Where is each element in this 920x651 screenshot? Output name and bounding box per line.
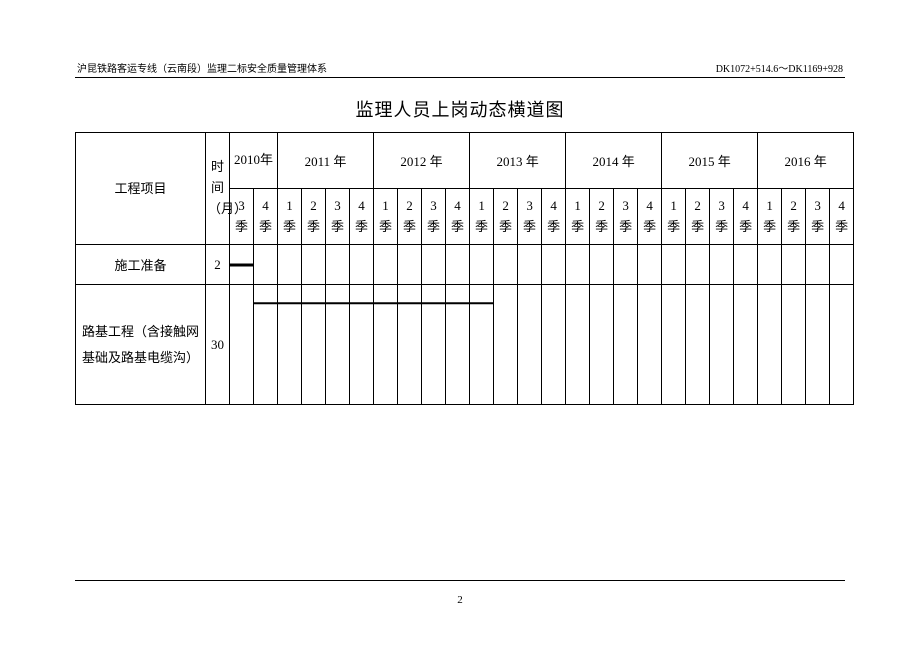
header-right: DK1072+514.6～DK1169+928 [716,60,843,75]
q-cell: 3季 [422,189,446,245]
col-2014: 2014 年 [566,133,662,189]
col-2013: 2013 年 [470,133,566,189]
q-cell: 4季 [638,189,662,245]
q-cell: 2季 [686,189,710,245]
q-cell: 4季 [734,189,758,245]
q-cell: 2季 [302,189,326,245]
q-cell: 4季 [446,189,470,245]
q-cell: 1季 [470,189,494,245]
q-cell: 1季 [758,189,782,245]
gantt-bar [230,263,253,266]
page-number: 2 [0,594,920,606]
q-cell: 3季 [230,189,254,245]
doc-header: 沪昆铁路客运专线（云南段）监理二标安全质量管理体系 DK1072+514.6～D… [75,60,845,77]
col-2012: 2012 年 [374,133,470,189]
q-cell: 4季 [542,189,566,245]
row-name: 施工准备 [76,245,206,285]
table-row: 路基工程（含接触网基础及路基电缆沟） 30 [76,285,854,405]
col-time: 时间（月） [206,133,230,245]
q-cell: 3季 [806,189,830,245]
col-2015: 2015 年 [662,133,758,189]
row-duration: 2 [206,245,230,285]
q-cell: 3季 [710,189,734,245]
q-cell: 1季 [566,189,590,245]
col-2011: 2011 年 [278,133,374,189]
doc-title: 监理人员上岗动态横道图 [75,96,845,122]
footer-line [75,580,845,581]
col-2016: 2016 年 [758,133,854,189]
q-cell: 1季 [278,189,302,245]
q-cell: 4季 [830,189,854,245]
q-cell: 3季 [614,189,638,245]
q-cell: 3季 [518,189,542,245]
col-2010: 2010年 [230,133,278,189]
row-duration: 30 [206,285,230,405]
q-cell: 3季 [326,189,350,245]
q-cell: 4季 [350,189,374,245]
col-project: 工程项目 [76,133,206,245]
row-name: 路基工程（含接触网基础及路基电缆沟） [76,285,206,405]
header-underline [75,77,845,78]
q-cell: 1季 [374,189,398,245]
header-left: 沪昆铁路客运专线（云南段）监理二标安全质量管理体系 [77,60,327,75]
q-cell: 2季 [782,189,806,245]
header-row-years: 工程项目 时间（月） 2010年 2011 年 2012 年 2013 年 20… [76,133,854,189]
q-cell: 2季 [590,189,614,245]
gantt-table: 工程项目 时间（月） 2010年 2011 年 2012 年 2013 年 20… [75,132,854,405]
q-cell: 4季 [254,189,278,245]
gantt-cell [230,245,254,285]
gantt-cell [254,285,494,405]
table-row: 施工准备 2 [76,245,854,285]
q-cell: 2季 [398,189,422,245]
q-cell: 2季 [494,189,518,245]
q-cell: 1季 [662,189,686,245]
